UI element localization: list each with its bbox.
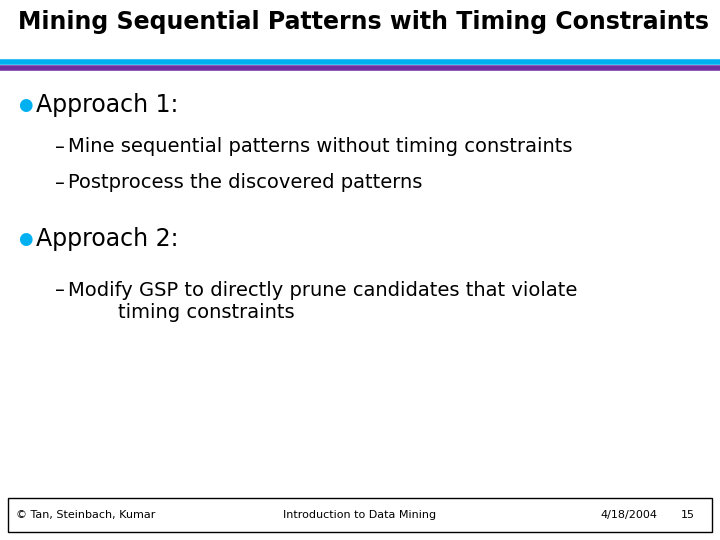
Text: ●: ● [18, 230, 32, 248]
Text: –: – [55, 173, 65, 192]
Text: Modify GSP to directly prune candidates that violate
        timing constraints: Modify GSP to directly prune candidates … [68, 281, 577, 322]
Text: © Tan, Steinbach, Kumar: © Tan, Steinbach, Kumar [16, 510, 156, 520]
Text: Approach 1:: Approach 1: [36, 93, 179, 117]
FancyBboxPatch shape [8, 498, 712, 532]
Text: 15: 15 [681, 510, 695, 520]
Text: –: – [55, 281, 65, 300]
Text: Introduction to Data Mining: Introduction to Data Mining [284, 510, 436, 520]
Text: ●: ● [18, 96, 32, 114]
Text: Mine sequential patterns without timing constraints: Mine sequential patterns without timing … [68, 138, 572, 157]
Text: 4/18/2004: 4/18/2004 [600, 510, 657, 520]
Text: Mining Sequential Patterns with Timing Constraints: Mining Sequential Patterns with Timing C… [18, 10, 709, 34]
Text: Approach 2:: Approach 2: [36, 227, 179, 251]
Text: Postprocess the discovered patterns: Postprocess the discovered patterns [68, 173, 423, 192]
Text: –: – [55, 138, 65, 157]
